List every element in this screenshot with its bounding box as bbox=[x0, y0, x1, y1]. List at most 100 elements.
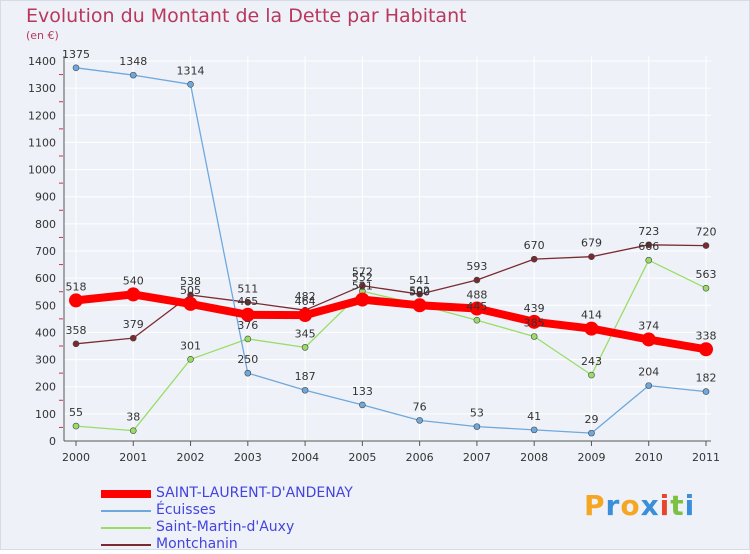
y-tick-label: 700 bbox=[35, 245, 56, 258]
legend-label: Écuisses bbox=[156, 502, 216, 518]
series-1-point bbox=[416, 417, 423, 424]
data-label: 541 bbox=[409, 274, 430, 287]
data-label: 1348 bbox=[119, 55, 147, 68]
legend-swatch bbox=[101, 544, 151, 546]
data-label: 572 bbox=[352, 266, 373, 279]
data-label: 301 bbox=[180, 339, 201, 352]
x-tick-label: 2005 bbox=[348, 451, 376, 464]
y-tick-label: 900 bbox=[35, 191, 56, 204]
legend-label: Saint-Martin-d'Auxy bbox=[156, 519, 295, 535]
data-label: 338 bbox=[696, 329, 717, 342]
series-2-point bbox=[301, 344, 309, 351]
series-1-point bbox=[129, 71, 137, 79]
data-label: 540 bbox=[123, 274, 144, 287]
series-3-point bbox=[530, 255, 538, 263]
series-1-point bbox=[187, 81, 194, 88]
y-tick-label: 500 bbox=[35, 299, 56, 312]
logo-letter: i bbox=[659, 489, 671, 522]
x-tick-label: 2009 bbox=[577, 451, 605, 464]
data-label: 666 bbox=[638, 240, 659, 253]
series-2-point bbox=[588, 371, 595, 379]
data-label: 482 bbox=[295, 290, 316, 303]
chart-unit: (en €) bbox=[26, 29, 59, 42]
data-label: 345 bbox=[295, 327, 316, 340]
x-tick-label: 2006 bbox=[406, 451, 434, 464]
series-0-point bbox=[527, 314, 542, 329]
data-label: 723 bbox=[638, 225, 659, 238]
data-label: 670 bbox=[524, 239, 545, 252]
data-label: 358 bbox=[66, 324, 87, 337]
series-1-point bbox=[530, 426, 538, 434]
data-label: 521 bbox=[352, 280, 373, 293]
series-1-point bbox=[72, 64, 80, 72]
series-0-point bbox=[298, 308, 313, 323]
series-0-point bbox=[69, 293, 83, 308]
data-label: 374 bbox=[638, 319, 659, 332]
data-label: 488 bbox=[466, 289, 487, 302]
series-1-point bbox=[645, 382, 653, 389]
series-0-point bbox=[126, 287, 141, 302]
x-tick-label: 2007 bbox=[463, 451, 491, 464]
series-2-point bbox=[187, 355, 194, 363]
grid bbox=[64, 56, 711, 442]
y-tick-label: 800 bbox=[35, 218, 56, 231]
legend: SAINT-LAURENT-D'ANDENAY Écuisses Saint-Mar… bbox=[101, 485, 501, 554]
x-tick-label: 2001 bbox=[119, 451, 147, 464]
data-label: 445 bbox=[466, 300, 487, 313]
data-label: 593 bbox=[466, 260, 487, 273]
legend-item: Saint-Martin-d'Auxy bbox=[101, 519, 501, 537]
x-tick-label: 2003 bbox=[234, 451, 262, 464]
y-tick-label: 1300 bbox=[28, 82, 56, 95]
data-label: 518 bbox=[66, 280, 87, 293]
legend-item: SAINT-LAURENT-D'ANDENAY bbox=[101, 485, 501, 503]
data-label: 502 bbox=[409, 285, 430, 298]
data-label: 385 bbox=[524, 317, 545, 330]
series-2-point bbox=[530, 333, 538, 340]
x-tick-label: 2011 bbox=[692, 451, 720, 464]
y-tick-label: 600 bbox=[35, 272, 56, 285]
data-label: 29 bbox=[584, 413, 598, 426]
series-0-point bbox=[641, 332, 656, 347]
series-layer bbox=[69, 64, 713, 437]
series-2-point bbox=[702, 284, 710, 292]
series-1-point bbox=[244, 369, 252, 377]
plot-area bbox=[76, 56, 711, 441]
data-label: 376 bbox=[237, 319, 258, 332]
series-0-point bbox=[469, 301, 484, 316]
data-label: 55 bbox=[69, 406, 83, 419]
data-label: 439 bbox=[524, 302, 545, 315]
y-tick-label: 200 bbox=[35, 381, 56, 394]
y-tick-label: 0 bbox=[49, 435, 56, 448]
legend-swatch bbox=[101, 490, 151, 498]
axes: 0 100 200 300 400 500 600 700 800 900 1000 1100 1200… bbox=[28, 55, 720, 464]
data-label: 379 bbox=[123, 318, 144, 331]
logo-letter: o bbox=[620, 489, 641, 522]
data-label: 53 bbox=[470, 407, 484, 420]
x-tick-label: 2000 bbox=[62, 451, 90, 464]
x-tick-label: 2010 bbox=[635, 451, 663, 464]
proxiti-logo: Proxiti bbox=[584, 489, 695, 522]
series-0-point bbox=[355, 292, 370, 307]
series-2-point bbox=[244, 335, 252, 343]
line-chart: 0 100 200 300 400 500 600 700 800 900 1000 1100 1200… bbox=[28, 48, 720, 464]
series-0-point bbox=[412, 298, 427, 313]
logo-letter: r bbox=[605, 489, 621, 522]
y-tick-label: 400 bbox=[35, 326, 56, 339]
y-tick-label: 1100 bbox=[28, 136, 56, 149]
series-3-point bbox=[645, 241, 653, 249]
data-label: 552 bbox=[352, 271, 373, 284]
data-label: 204 bbox=[638, 366, 659, 379]
data-label: 76 bbox=[413, 400, 427, 413]
data-label: 1375 bbox=[62, 48, 90, 61]
series-0-point bbox=[183, 296, 198, 311]
data-label: 563 bbox=[696, 268, 717, 281]
data-label: 38 bbox=[126, 411, 140, 424]
chart-title: Evolution du Montant de la Dette par Hab… bbox=[26, 5, 467, 27]
data-label: 679 bbox=[581, 237, 602, 250]
logo-letter: t bbox=[670, 489, 685, 522]
data-label: 538 bbox=[180, 275, 201, 288]
series-3-point bbox=[72, 340, 80, 348]
legend-item: Écuisses bbox=[101, 502, 501, 520]
y-tick-label: 1200 bbox=[28, 109, 56, 122]
series-1-point bbox=[702, 388, 710, 395]
